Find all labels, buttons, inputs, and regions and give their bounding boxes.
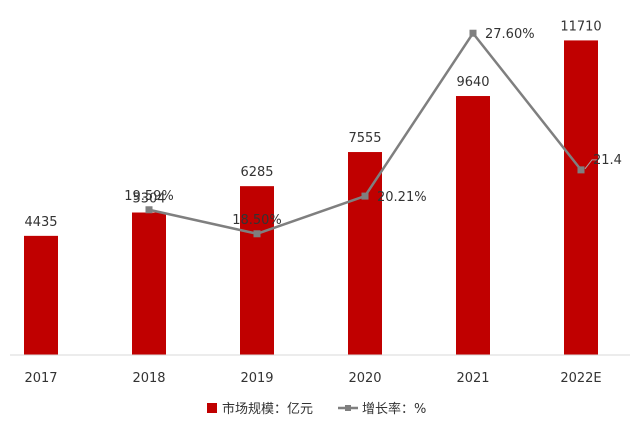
x-tick-2018: 2018 bbox=[132, 371, 165, 386]
legend-line-label: 增长率：% bbox=[362, 401, 426, 417]
x-tick-2022E: 2022E bbox=[560, 371, 601, 386]
line-value-label-2022E: 21.4 bbox=[593, 153, 622, 168]
bar-value-label-2020: 7555 bbox=[348, 131, 381, 146]
bar-value-label-2018: 5304 bbox=[132, 192, 165, 207]
line-marker-2022E bbox=[577, 166, 585, 174]
line-marker-2019 bbox=[253, 230, 261, 238]
legend-line-marker bbox=[345, 405, 351, 411]
line-label-leader-2022E bbox=[584, 159, 597, 170]
bar-2017 bbox=[24, 235, 58, 355]
legend: 市场规模：亿元 增长率：% bbox=[207, 401, 426, 417]
x-tick-2021: 2021 bbox=[456, 371, 489, 386]
bar-2020 bbox=[348, 152, 382, 355]
line-value-labels: 19.59% 18.50% 20.21% 27.60% 21.4 bbox=[124, 27, 622, 228]
bar-value-label-2022E: 11710 bbox=[560, 19, 601, 34]
line-value-label-2019: 18.50% bbox=[232, 213, 282, 228]
line-series bbox=[145, 29, 585, 238]
line-marker-2020 bbox=[361, 192, 369, 200]
bar-2019 bbox=[240, 186, 274, 355]
x-tick-2017: 2017 bbox=[24, 371, 57, 386]
bar-value-label-2019: 6285 bbox=[240, 165, 273, 180]
bar-2022E bbox=[564, 40, 598, 356]
bar-2018 bbox=[132, 212, 166, 355]
line-value-label-2020: 20.21% bbox=[377, 190, 427, 205]
bar-2021 bbox=[456, 96, 490, 356]
bar-value-label-2017: 4435 bbox=[24, 215, 57, 230]
bar-value-labels: 4435 5304 6285 7555 9640 11710 bbox=[24, 19, 601, 229]
line-value-label-2018: 19.59% bbox=[124, 189, 174, 204]
x-tick-2020: 2020 bbox=[348, 371, 381, 386]
line-value-label-2021: 27.60% bbox=[485, 27, 535, 42]
line-marker-2021 bbox=[469, 29, 477, 37]
legend-bar-swatch bbox=[207, 403, 217, 413]
x-tick-2019: 2019 bbox=[240, 371, 273, 386]
bar-value-label-2021: 9640 bbox=[456, 75, 489, 90]
legend-bar-label: 市场规模：亿元 bbox=[222, 401, 313, 417]
bar-series bbox=[24, 40, 598, 356]
line-marker-2018 bbox=[145, 206, 153, 214]
x-axis-ticks: 2017 2018 2019 2020 2021 2022E bbox=[24, 371, 601, 386]
